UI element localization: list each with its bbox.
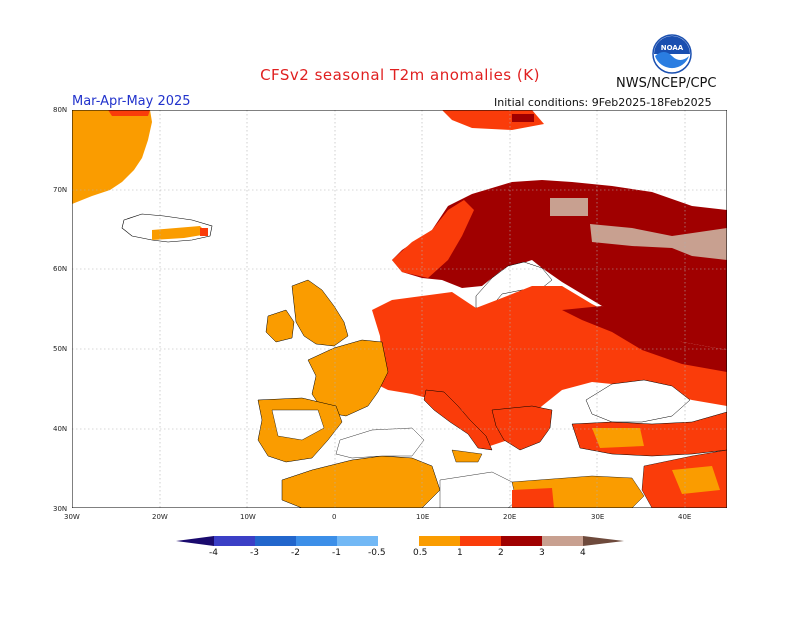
lon-label-10e: 10E — [416, 513, 430, 521]
colorbar-tick-p2: 2 — [498, 548, 504, 558]
lon-label-30e: 30E — [591, 513, 605, 521]
lat-label-30n: 30N — [53, 505, 68, 513]
colorbar-tick-p1: 1 — [457, 548, 463, 558]
region-mediterranean — [335, 427, 425, 459]
colorbar-tick-m05: -0.5 — [368, 548, 386, 558]
lon-label-10w: 10W — [240, 513, 256, 521]
colorbar-tick-m3: -3 — [250, 548, 259, 558]
colorbar-tick-m4: -4 — [209, 548, 218, 558]
region-scandinavia — [392, 180, 727, 350]
lon-label-20w: 20W — [152, 513, 168, 521]
lon-label-40e: 40E — [678, 513, 692, 521]
anomaly-map — [72, 110, 727, 508]
lon-label-20e: 20E — [503, 513, 517, 521]
colorbar-m1-m05 — [337, 536, 378, 546]
colorbar-m2-m1 — [296, 536, 337, 546]
lat-label-80n: 80N — [53, 106, 68, 114]
colorbar — [176, 536, 624, 546]
colorbar-gt-p4 — [583, 536, 624, 546]
lat-label-40n: 40N — [53, 425, 68, 433]
region-north-africa — [281, 455, 441, 508]
colorbar-tick-m1: -1 — [332, 548, 341, 558]
region-france — [307, 339, 389, 417]
colorbar-p2-p3 — [501, 536, 542, 546]
colorbar-tick-p05: 0.5 — [413, 548, 428, 558]
region-italy — [423, 389, 493, 451]
colorbar-tick-p4: 4 — [580, 548, 586, 558]
region-balkans — [491, 405, 553, 451]
colorbar-tick-p3: 3 — [539, 548, 545, 558]
lon-label-30w: 30W — [64, 513, 80, 521]
lat-label-70n: 70N — [53, 186, 68, 194]
season-label: Mar-Apr-May 2025 — [72, 94, 191, 109]
initial-conditions-label: Initial conditions: 9Feb2025-18Feb2025 — [494, 96, 712, 109]
agency-label: NWS/NCEP/CPC — [616, 76, 717, 91]
region-british-isles — [291, 279, 349, 347]
noaa-logo: NOAA — [652, 34, 692, 74]
colorbar-p1-p2 — [460, 536, 501, 546]
colorbar-tick-m2: -2 — [291, 548, 300, 558]
colorbar-m3-m2 — [255, 536, 296, 546]
region-central-europe — [372, 286, 727, 446]
colorbar-neutral — [378, 536, 419, 546]
colorbar-lt-m4 — [176, 536, 214, 546]
colorbar-p05-p1 — [419, 536, 460, 546]
noaa-logo-text: NOAA — [661, 44, 684, 52]
region-black-sea — [585, 379, 691, 423]
lat-label-50n: 50N — [53, 345, 68, 353]
chart-title: CFSv2 seasonal T2m anomalies (K) — [260, 66, 540, 84]
region-greenland — [72, 110, 152, 204]
colorbar-m4-m3 — [214, 536, 255, 546]
graticule — [72, 110, 727, 508]
lat-label-60n: 60N — [53, 265, 68, 273]
lon-label-0: 0 — [332, 513, 337, 521]
colorbar-p3-p4 — [542, 536, 583, 546]
